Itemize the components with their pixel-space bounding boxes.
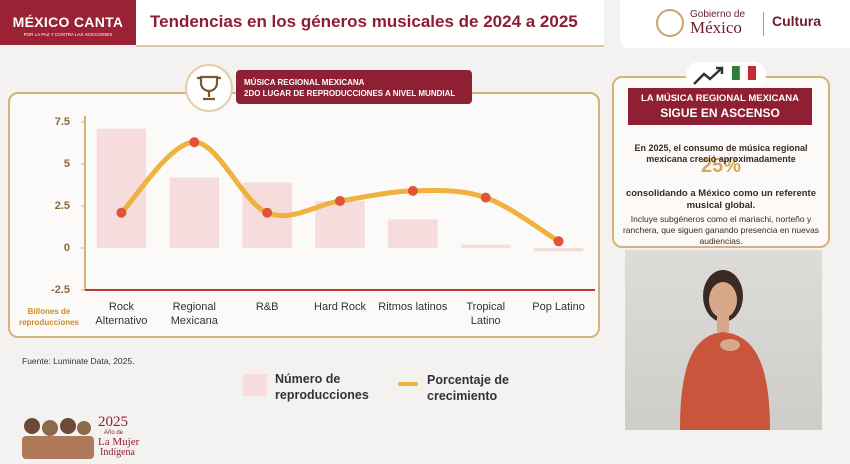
figure: [42, 420, 58, 436]
info-heading: LA MÚSICA REGIONAL MEXICANA SIGUE EN ASC…: [628, 88, 812, 125]
x-tick-label: Tropical Latino: [466, 301, 506, 327]
bar: [169, 177, 220, 248]
line-marker: [480, 192, 491, 203]
flag-red: [748, 66, 756, 80]
x-tick-label: Rock Alternativo: [95, 301, 148, 327]
y-tick-label: -2.5: [51, 284, 70, 296]
hand: [720, 339, 740, 351]
culture: Cultura: [772, 13, 821, 29]
bar: [460, 244, 511, 248]
trophy: [197, 75, 221, 101]
gov-line2: México: [690, 18, 742, 37]
line-marker: [116, 207, 127, 218]
brand-name: MÉXICO CANTA: [12, 14, 124, 30]
badge-line1: MÚSICA REGIONAL MEXICANA: [244, 78, 365, 87]
x-tick-label: Regional Mexicana: [170, 301, 218, 327]
y-tick-label: 2.5: [55, 200, 70, 212]
legend-swatch: [243, 374, 267, 396]
source: Fuente: Luminate Data, 2025.: [22, 356, 135, 366]
interpreter-video: [625, 250, 822, 430]
info-text: consolidando a México como un referente …: [625, 188, 817, 211]
y-tick-label: 5: [64, 158, 70, 170]
x-tick-label: Ritmos latinos: [378, 301, 448, 313]
legend-swatch: [398, 382, 418, 386]
footer-logo: 2025 Año de La Mujer Indígena: [18, 410, 148, 459]
header-bar: [136, 0, 604, 47]
face: [709, 282, 737, 318]
seal: [656, 9, 684, 37]
footer-figures: [22, 418, 94, 459]
footer-line1: Año de: [104, 430, 124, 436]
bar: [388, 219, 438, 248]
info-text: En 2025, el consumo de música regional m…: [634, 143, 808, 164]
y-tick-label: 7.5: [55, 116, 70, 128]
footer-year: 2025: [98, 414, 128, 430]
info-heading1: LA MÚSICA REGIONAL MEXICANA: [641, 93, 799, 104]
x-tick-label: Hard Rock: [314, 301, 366, 313]
gov-logo: Gobierno de México Cultura: [620, 0, 850, 48]
brand-logo: MÉXICO CANTA POR LA PAZ Y CONTRA LAS ADI…: [0, 0, 136, 45]
x-tick-label: R&B: [255, 301, 279, 313]
line-marker: [553, 236, 564, 247]
neck: [717, 316, 729, 332]
figures-body: [22, 436, 94, 459]
trophy-shape: [197, 75, 221, 101]
brand-subtitle: POR LA PAZ Y CONTRA LAS ADICCIONES: [23, 32, 113, 37]
info-text: Incluye subgéneros como el mariachi, nor…: [622, 214, 820, 246]
separator: [763, 12, 764, 36]
y-axis-label: Billones de reproducciones: [18, 307, 79, 327]
line-marker: [335, 195, 345, 206]
figure: [60, 418, 76, 434]
legend-label: Porcentaje de crecimiento: [427, 373, 509, 403]
line-marker: [262, 207, 273, 218]
highlight: 25%: [700, 155, 742, 177]
gov-line1: Gobierno de: [690, 9, 746, 20]
body: [680, 332, 770, 430]
badge-line2: 2DO LUGAR DE REPRODUCCIONES A NIVEL MUND…: [244, 89, 456, 98]
info-heading2: SIGUE EN ASCENSO: [660, 106, 780, 120]
flag-green: [732, 66, 740, 80]
page-title: Tendencias en los géneros musicales de 2…: [150, 12, 578, 31]
footer-line3: Indígena: [100, 447, 135, 458]
figure: [77, 421, 91, 435]
badge: MÚSICA REGIONAL MEXICANA 2DO LUGAR DE RE…: [236, 70, 472, 104]
trophy-icon: [185, 64, 233, 112]
trend-icon: [686, 62, 766, 88]
figure: [24, 418, 40, 434]
flag-white: [739, 65, 749, 81]
footer-line2: La Mujer: [98, 436, 140, 448]
line-marker: [189, 137, 200, 148]
bar: [533, 248, 584, 252]
y-tick-label: 0: [64, 242, 70, 254]
x-tick-label: Pop Latino: [532, 301, 585, 313]
line-marker: [407, 185, 418, 196]
arrow: [693, 66, 724, 85]
legend-label: Número de reproducciones: [275, 372, 369, 402]
interpreter: [680, 270, 770, 430]
bar: [315, 200, 365, 248]
